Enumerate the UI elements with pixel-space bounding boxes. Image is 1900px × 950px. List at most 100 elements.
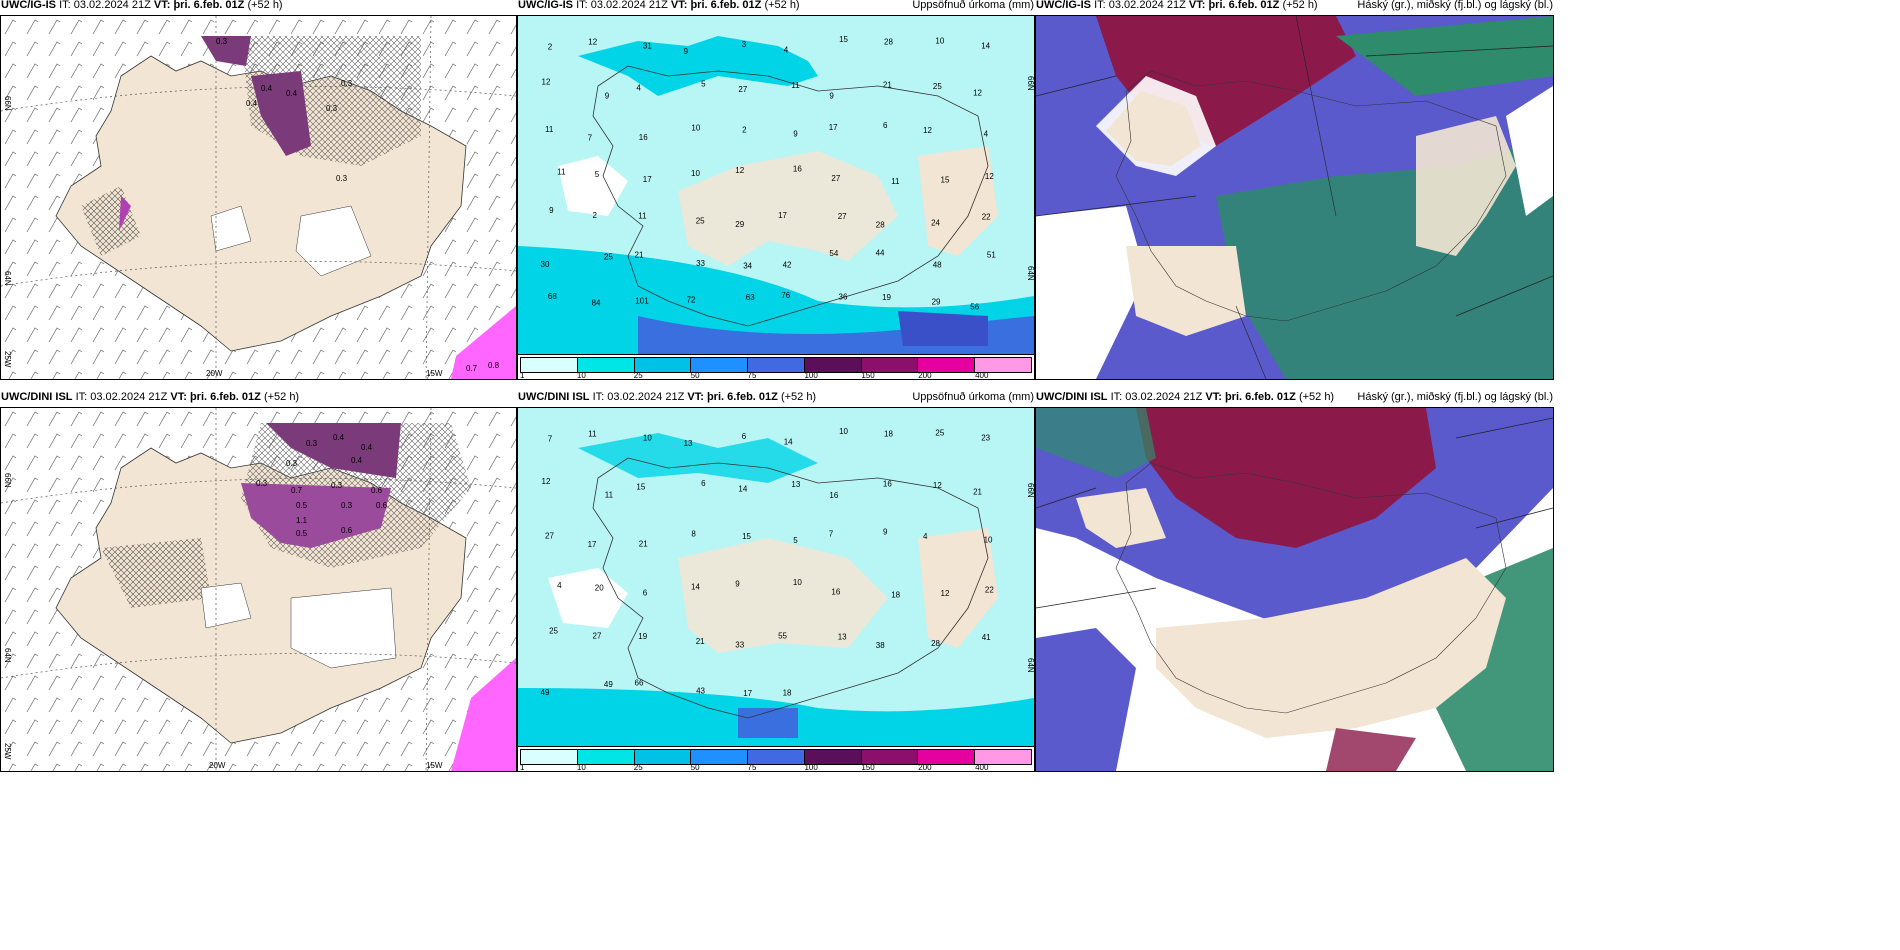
value-label: 0.4: [286, 89, 298, 98]
value-label: 10: [643, 434, 652, 443]
value-label: 27: [545, 531, 554, 540]
cloud-map: [1036, 408, 1553, 771]
value-label: 66: [635, 678, 644, 687]
colorbar-segment: [521, 358, 578, 372]
panel-title: UWC/IG-IS IT: 03.02.2024 21Z VT: þri. 6.…: [1036, 0, 1318, 11]
value-label: 0.3: [331, 481, 343, 490]
colorbar-segment: [918, 750, 976, 764]
value-label: 10: [691, 169, 700, 178]
value-label: 11: [891, 177, 900, 186]
value-label: 11: [588, 430, 597, 439]
value-label: 6: [742, 432, 747, 441]
panel-title: UWC/DINI ISL IT: 03.02.2024 21Z VT: þri.…: [1036, 391, 1335, 403]
value-label: 21: [635, 251, 644, 260]
value-label: 31: [643, 42, 652, 51]
value-label: 21: [973, 488, 982, 497]
value-label: 5: [595, 170, 600, 179]
colorbar-label: 1: [520, 763, 525, 771]
value-label: 6: [643, 589, 648, 598]
value-label: 11: [545, 125, 554, 134]
value-label: 10: [935, 36, 944, 45]
colorbar-segment: [691, 358, 749, 372]
value-label: 12: [933, 481, 942, 490]
value-label: 18: [891, 591, 900, 600]
value-label: 7: [588, 134, 593, 143]
value-label: 16: [829, 491, 838, 500]
colorbar-segment: [748, 358, 805, 372]
panel-p6: UWC/DINI ISL IT: 03.02.2024 21Z VT: þri.…: [1035, 391, 1554, 772]
colorbar-segment: [918, 358, 976, 372]
value-label: 22: [982, 213, 991, 222]
value-label: 12: [735, 166, 744, 175]
lon-label: 25W: [3, 351, 12, 368]
value-label: 13: [684, 439, 693, 448]
value-label: 24: [931, 219, 940, 228]
colorbar-label: 25: [633, 371, 643, 379]
value-label: 51: [987, 251, 996, 260]
value-label: 0.5: [296, 501, 308, 510]
value-label: 55: [778, 631, 787, 640]
lon-label: 15W: [426, 369, 443, 378]
value-label: 1.1: [296, 516, 308, 525]
value-label: 27: [738, 85, 747, 94]
colorbar-segment: [804, 358, 862, 372]
value-label: 2: [742, 126, 747, 135]
value-label: 9: [735, 580, 740, 589]
value-label: 11: [638, 211, 647, 220]
value-label: 0.3: [341, 79, 353, 88]
value-label: 12: [973, 88, 982, 97]
value-label: 11: [557, 167, 566, 176]
colorbar-label: 75: [747, 371, 757, 379]
value-label: 21: [696, 637, 705, 646]
value-label: 9: [793, 130, 798, 139]
value-label: 18: [884, 430, 893, 439]
value-label: 30: [541, 260, 550, 269]
value-label: 15: [742, 532, 751, 541]
value-label: 0.3: [341, 501, 353, 510]
value-label: 3: [742, 40, 747, 49]
value-label: 4: [636, 84, 641, 93]
wind-map: 66N 64N 25W 20W 15W 0.3 0.4 0.4 0.3 0.3 …: [1, 408, 516, 771]
panel-p2: UWC/IG-IS IT: 03.02.2024 21Z VT: þri. 6.…: [517, 0, 1035, 380]
value-label: 11: [605, 491, 614, 500]
value-label: 0.6: [376, 501, 388, 510]
value-label: 43: [696, 687, 705, 696]
colorbar-segment: [975, 750, 1032, 764]
value-label: 4: [784, 46, 789, 55]
value-label: 0.3: [326, 104, 338, 113]
colorbar-label: 50: [690, 763, 700, 771]
value-label: 18: [783, 689, 792, 698]
value-label: 84: [592, 299, 601, 308]
value-label: 72: [687, 296, 696, 305]
value-label: 25: [933, 82, 942, 91]
colorbar-label: 75: [747, 763, 757, 771]
colorbar-label: 25: [633, 763, 643, 771]
value-label: 0.3: [286, 459, 298, 468]
value-label: 0.6: [371, 486, 383, 495]
wind-map: 66N 64N 25W 20W 15W 0.3 0.4 0.4 0.4 0.3 …: [1, 16, 516, 379]
value-label: 12: [542, 78, 551, 87]
colorbar-segment: [521, 750, 578, 764]
value-label: 27: [838, 212, 847, 221]
value-labels: 7 11 10 13 6 14 10 18 25 23 12 11 15 6 14 13 16 16 12 21 27 1…: [541, 427, 995, 698]
cloud-map: [1036, 16, 1553, 379]
value-label: 56: [970, 303, 979, 312]
value-label: 0.4: [261, 84, 273, 93]
colorbar-label: 10: [576, 763, 586, 771]
colorbar-label: 100: [804, 763, 818, 771]
value-label: 9: [684, 47, 689, 56]
lat-label: 64N: [3, 271, 12, 286]
value-label: 16: [883, 480, 892, 489]
value-label: 9: [549, 206, 554, 215]
value-label: 5: [793, 536, 798, 545]
lat-label: 66N: [3, 96, 12, 111]
value-label: 25: [935, 428, 944, 437]
colorbar-segment: [634, 750, 692, 764]
value-label: 49: [604, 680, 613, 689]
value-label: 25: [696, 217, 705, 226]
value-label: 33: [735, 640, 744, 649]
value-label: 0.4: [361, 443, 373, 452]
colorbar-label: 1: [520, 371, 525, 379]
value-label: 8: [691, 530, 696, 539]
